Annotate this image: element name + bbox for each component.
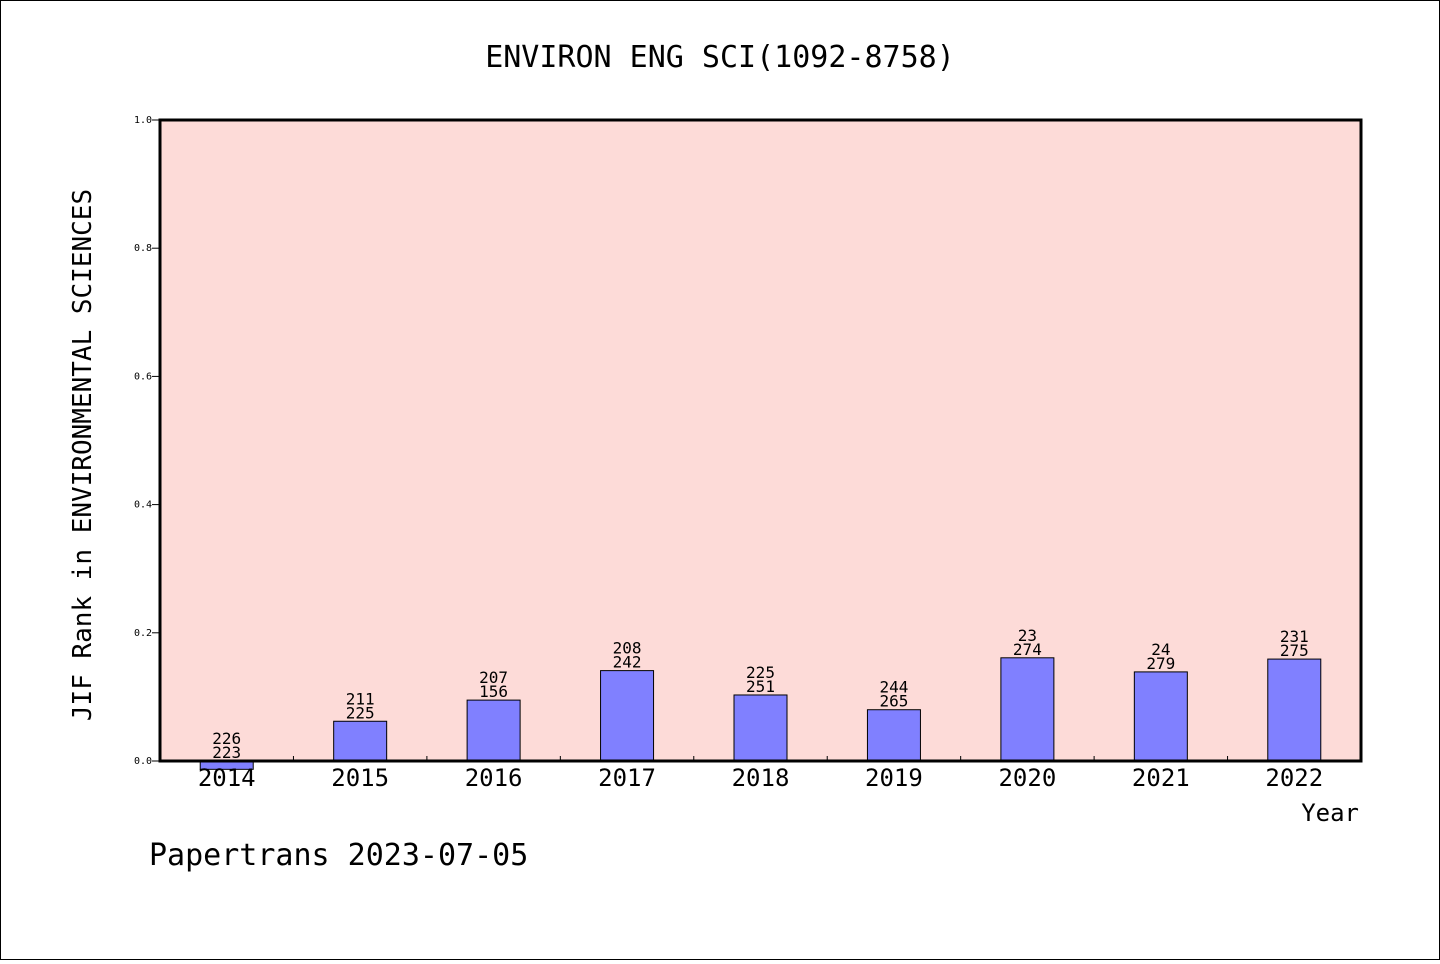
y-tick-label: 0.6 bbox=[134, 371, 152, 382]
x-tick-label: 2015 bbox=[331, 764, 389, 792]
x-tick-label: 2019 bbox=[865, 764, 923, 792]
x-tick-label: 2017 bbox=[598, 764, 656, 792]
chart-title: ENVIRON ENG SCI(1092-8758) bbox=[485, 40, 955, 75]
plot-area bbox=[160, 120, 1361, 761]
y-tick-label: 1.0 bbox=[134, 115, 152, 126]
plot-border bbox=[158, 118, 1363, 763]
bar-label-top: 244 bbox=[879, 678, 908, 697]
x-tick-label: 2018 bbox=[732, 764, 790, 792]
bar bbox=[333, 720, 388, 762]
bar bbox=[466, 699, 521, 762]
bar-label-bottom: 251 bbox=[746, 677, 775, 696]
bar bbox=[1133, 671, 1188, 762]
bar bbox=[1000, 657, 1055, 762]
y-tick-label: 0.8 bbox=[134, 243, 152, 254]
bar bbox=[733, 694, 788, 762]
y-tick-label: 0.0 bbox=[134, 756, 152, 767]
y-axis-label: JIF Rank in ENVIRONMENTAL SCIENCES bbox=[68, 189, 98, 721]
y-tick-label: 0.2 bbox=[134, 628, 152, 639]
footer-text: Papertrans 2023-07-05 bbox=[149, 838, 528, 873]
bar-label-top: 231 bbox=[1280, 627, 1309, 646]
bar-label-bottom: 242 bbox=[613, 653, 642, 672]
bar-label-top: 211 bbox=[346, 689, 375, 708]
bar-label-bottom: 279 bbox=[1146, 654, 1175, 673]
bar bbox=[600, 670, 655, 762]
x-tick-label: 2021 bbox=[1132, 764, 1190, 792]
bar-label-top: 208 bbox=[613, 639, 642, 658]
bar-label-bottom: 156 bbox=[479, 682, 508, 701]
bar-label-bottom: 275 bbox=[1280, 641, 1309, 660]
bar-label-top: 225 bbox=[746, 663, 775, 682]
bar-label-bottom: 223 bbox=[212, 743, 241, 762]
bar-label-top: 226 bbox=[212, 729, 241, 748]
x-tick-label: 2016 bbox=[465, 764, 523, 792]
bar-label-bottom: 265 bbox=[879, 692, 908, 711]
bar bbox=[866, 709, 921, 762]
bar-label-top: 24 bbox=[1151, 640, 1170, 659]
x-tick-label: 2020 bbox=[998, 764, 1056, 792]
bar-label-top: 23 bbox=[1018, 626, 1037, 645]
x-axis-label: Year bbox=[1301, 799, 1359, 827]
bar-label-bottom: 225 bbox=[346, 703, 375, 722]
bar-label-top: 207 bbox=[479, 668, 508, 687]
bar-label-bottom: 274 bbox=[1013, 640, 1042, 659]
x-tick-label: 2022 bbox=[1265, 764, 1323, 792]
y-tick-label: 0.4 bbox=[134, 500, 152, 511]
bar bbox=[1267, 658, 1322, 762]
x-tick-label: 2014 bbox=[198, 764, 256, 792]
